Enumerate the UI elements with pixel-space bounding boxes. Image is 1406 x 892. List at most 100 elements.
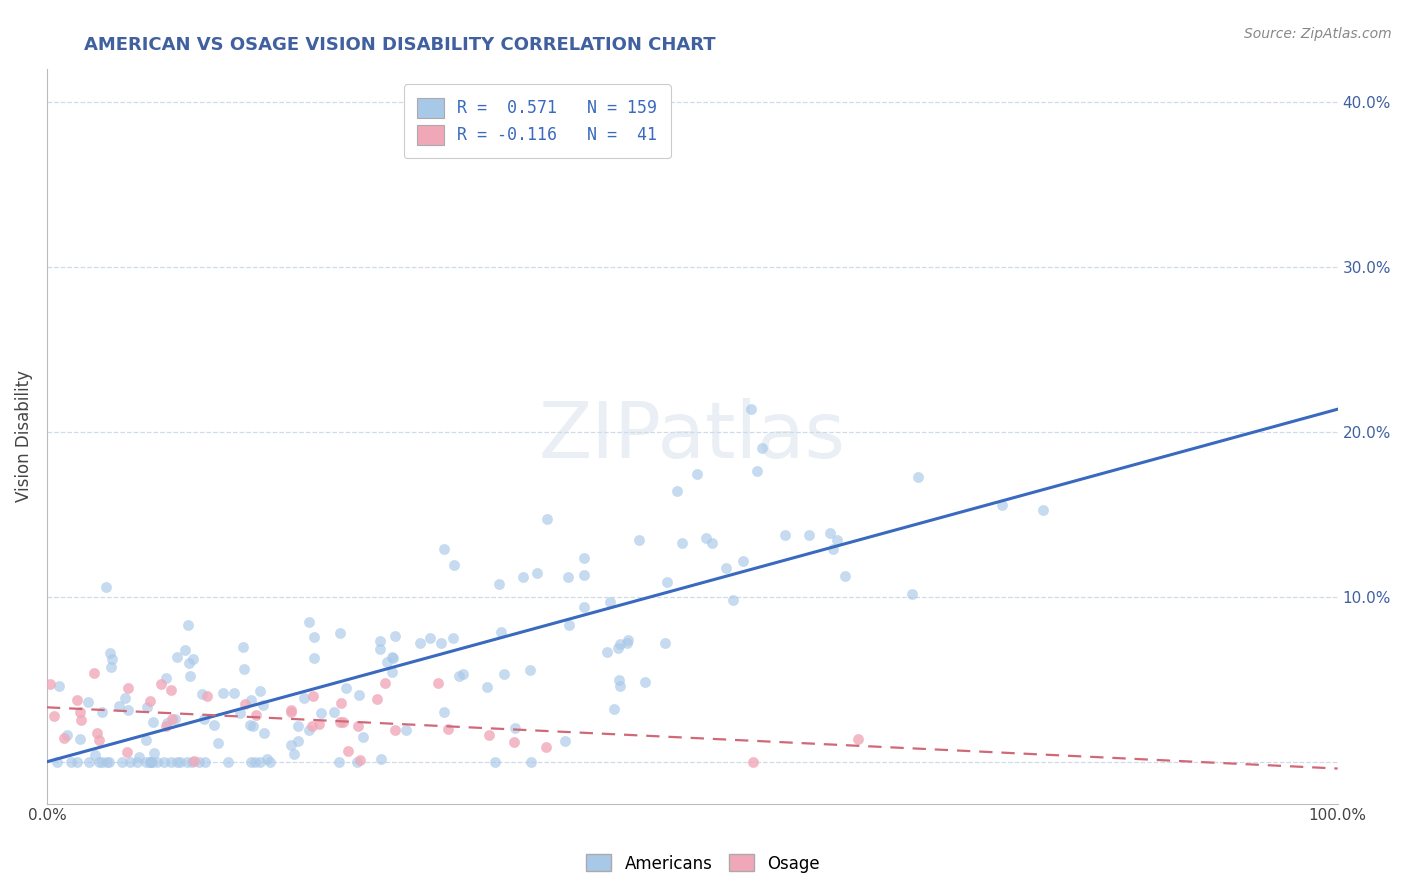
Text: Source: ZipAtlas.com: Source: ZipAtlas.com <box>1244 27 1392 41</box>
Point <box>239 717 262 731</box>
Point <box>655 575 678 590</box>
Point <box>135 733 157 747</box>
Point <box>557 570 579 584</box>
Point <box>558 618 581 632</box>
Point <box>141 756 163 770</box>
Point <box>366 692 388 706</box>
Point <box>169 756 191 770</box>
Point <box>243 756 266 770</box>
Point <box>176 756 198 770</box>
Point <box>349 753 371 767</box>
Point <box>907 470 929 484</box>
Point <box>574 550 596 565</box>
Point <box>259 756 281 770</box>
Point <box>572 568 595 582</box>
Point <box>609 679 631 693</box>
Point <box>617 632 640 647</box>
Point <box>747 464 769 478</box>
Point <box>441 631 464 645</box>
Point <box>723 593 745 607</box>
Point <box>117 681 139 695</box>
Point <box>606 640 628 655</box>
Point <box>443 558 465 572</box>
Point <box>370 633 392 648</box>
Point <box>114 691 136 706</box>
Point <box>195 690 218 704</box>
Point <box>742 756 765 770</box>
Point <box>304 630 326 644</box>
Point <box>70 713 93 727</box>
Point <box>352 731 374 745</box>
Point <box>156 715 179 730</box>
Point <box>48 679 70 693</box>
Point <box>419 631 441 645</box>
Point <box>309 706 332 720</box>
Point <box>87 756 110 770</box>
Point <box>607 673 630 687</box>
Legend: Americans, Osage: Americans, Osage <box>579 847 827 880</box>
Point <box>346 756 368 770</box>
Point <box>152 756 174 770</box>
Point <box>139 756 162 770</box>
Point <box>292 690 315 705</box>
Point <box>165 712 187 726</box>
Point <box>381 665 404 679</box>
Point <box>834 568 856 582</box>
Point <box>695 531 717 545</box>
Point <box>596 645 619 659</box>
Point <box>503 735 526 749</box>
Point <box>69 705 91 719</box>
Point <box>301 690 323 704</box>
Point <box>217 756 239 770</box>
Point <box>183 754 205 768</box>
Point <box>98 646 121 660</box>
Point <box>337 744 360 758</box>
Point <box>90 756 112 770</box>
Point <box>740 401 762 416</box>
Point <box>256 751 278 765</box>
Point <box>183 651 205 665</box>
Point <box>135 756 157 770</box>
Point <box>229 706 252 720</box>
Point <box>287 719 309 733</box>
Point <box>179 669 201 683</box>
Point <box>488 577 510 591</box>
Point <box>118 756 141 770</box>
Point <box>818 526 841 541</box>
Point <box>166 756 188 770</box>
Point <box>127 756 149 770</box>
Point <box>84 747 107 762</box>
Point <box>98 756 121 770</box>
Point <box>430 635 453 649</box>
Point <box>449 669 471 683</box>
Point <box>87 733 110 747</box>
Point <box>107 698 129 713</box>
Point <box>574 600 596 615</box>
Point <box>370 752 392 766</box>
Point <box>616 636 638 650</box>
Point <box>382 651 405 665</box>
Point <box>202 718 225 732</box>
Point <box>100 660 122 674</box>
Point <box>142 714 165 729</box>
Point <box>96 580 118 594</box>
Text: AMERICAN VS OSAGE VISION DISABILITY CORRELATION CHART: AMERICAN VS OSAGE VISION DISABILITY CORR… <box>84 36 716 54</box>
Point <box>654 636 676 650</box>
Point <box>177 656 200 670</box>
Point <box>117 702 139 716</box>
Point <box>554 733 576 747</box>
Text: ZIPatlas: ZIPatlas <box>538 398 846 474</box>
Point <box>512 569 534 583</box>
Point <box>332 714 354 729</box>
Point <box>825 533 848 547</box>
Point <box>46 756 69 770</box>
Point <box>671 536 693 550</box>
Point <box>298 615 321 630</box>
Point <box>150 677 173 691</box>
Point <box>536 511 558 525</box>
Point <box>146 756 169 770</box>
Point <box>239 693 262 707</box>
Point <box>823 542 845 557</box>
Legend: R =  0.571   N = 159, R = -0.116   N =  41: R = 0.571 N = 159, R = -0.116 N = 41 <box>404 84 671 158</box>
Point <box>83 666 105 681</box>
